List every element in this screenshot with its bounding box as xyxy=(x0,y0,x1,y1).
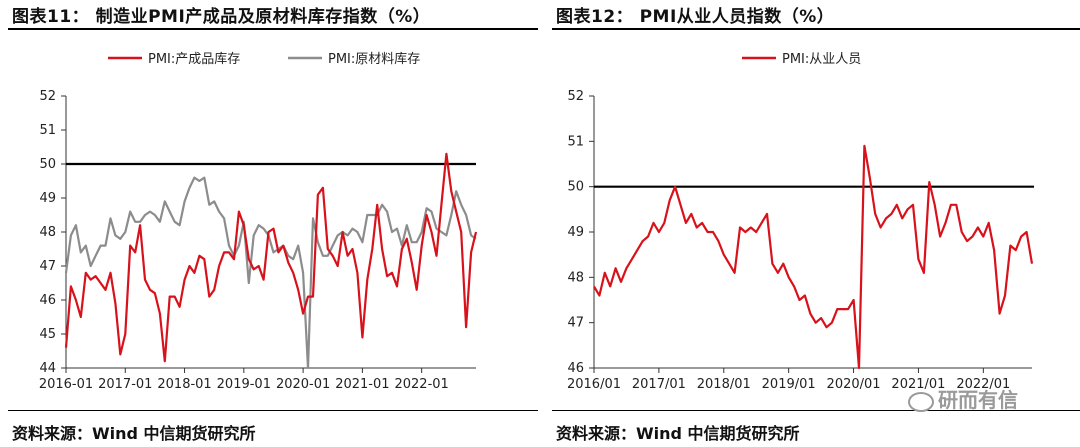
source-rule xyxy=(8,410,538,411)
source-rule xyxy=(552,410,1080,411)
x-tick-label: 2020-01 xyxy=(276,377,330,392)
y-tick-label: 49 xyxy=(39,191,56,206)
y-tick-label: 50 xyxy=(567,180,584,195)
y-tick-label: 51 xyxy=(39,123,56,138)
x-tick-label: 2016-01 xyxy=(39,377,93,392)
y-tick-label: 46 xyxy=(567,361,584,376)
title-rule xyxy=(8,28,538,30)
figure-12-source: 资料来源：Wind 中信期货研究所 xyxy=(556,424,800,443)
figure-12: 图表12： PMI从业人员指数（%） PMI:从业人员 46 47 48 49 50 51 5… xyxy=(552,0,1080,447)
figure-11-source: 资料来源：Wind 中信期货研究所 xyxy=(12,424,256,443)
y-tick-label: 52 xyxy=(39,89,56,104)
x-tick-label: 2021-01 xyxy=(335,377,389,392)
title-rule xyxy=(552,28,1080,30)
x-tick-label: 2017-01 xyxy=(98,377,152,392)
y-tick-label: 48 xyxy=(39,225,56,240)
legend-label-1: PMI:原材料库存 xyxy=(328,51,420,67)
x-tick-label: 2018/01 xyxy=(697,377,751,392)
watermark: 研而有信 xyxy=(908,384,1018,413)
x-tick-label: 2019/01 xyxy=(762,377,816,392)
x-tick-label: 2022-01 xyxy=(394,377,448,392)
legend-label-0: PMI:从业人员 xyxy=(782,52,861,67)
figure-11: 图表11： 制造业PMI产成品及原材料库存指数（%） PMI:产成品库存 PMI:… xyxy=(8,0,538,447)
chart-11: PMI:产成品库存 PMI:原材料库存 44 45 46 47 48 49 50 51 52 2016… xyxy=(39,51,478,392)
x-tick-label: 2020/01 xyxy=(827,377,881,392)
series-line-0 xyxy=(593,144,1034,370)
x-tick-label: 2016/01 xyxy=(567,377,621,392)
y-tick-label: 50 xyxy=(39,157,56,172)
y-tick-label: 47 xyxy=(567,316,584,331)
series-line-0 xyxy=(64,152,478,363)
series-line-1 xyxy=(64,176,477,370)
y-tick-label: 52 xyxy=(567,89,584,104)
x-tick-label: 2021/01 xyxy=(891,377,945,392)
watermark-text: 研而有信 xyxy=(938,388,1018,412)
figure-12-title: 图表12： PMI从业人员指数（%） xyxy=(556,7,835,27)
legend-label-0: PMI:产成品库存 xyxy=(148,51,240,67)
chart-12: PMI:从业人员 46 47 48 49 50 51 52 2016/01 2017/01 2018… xyxy=(567,52,1034,392)
y-tick-label: 46 xyxy=(39,293,56,308)
y-tick-label: 44 xyxy=(39,361,56,376)
x-tick-label: 2017/01 xyxy=(632,377,686,392)
x-tick-label: 2022/01 xyxy=(956,377,1010,392)
y-tick-label: 47 xyxy=(39,259,56,274)
wechat-icon xyxy=(908,391,934,412)
figure-11-title: 图表11： 制造业PMI产成品及原材料库存指数（%） xyxy=(12,7,431,27)
y-tick-label: 48 xyxy=(567,270,584,285)
y-tick-label: 51 xyxy=(567,134,584,149)
x-tick-label: 2019-01 xyxy=(217,377,271,392)
y-tick-label: 45 xyxy=(39,327,56,342)
x-tick-label: 2018-01 xyxy=(157,377,211,392)
y-tick-label: 49 xyxy=(567,225,584,240)
